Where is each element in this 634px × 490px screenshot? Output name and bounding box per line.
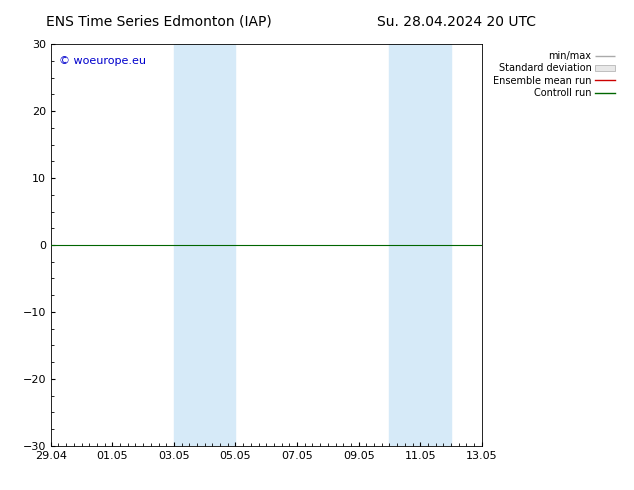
Text: © woeurope.eu: © woeurope.eu [60, 56, 146, 66]
Text: ENS Time Series Edmonton (IAP): ENS Time Series Edmonton (IAP) [46, 15, 271, 29]
Legend: min/max, Standard deviation, Ensemble mean run, Controll run: min/max, Standard deviation, Ensemble me… [491, 49, 617, 100]
Text: Su. 28.04.2024 20 UTC: Su. 28.04.2024 20 UTC [377, 15, 536, 29]
Bar [174, 44, 205, 446]
Bar [389, 44, 420, 446]
Bar [420, 44, 451, 446]
Bar [205, 44, 235, 446]
